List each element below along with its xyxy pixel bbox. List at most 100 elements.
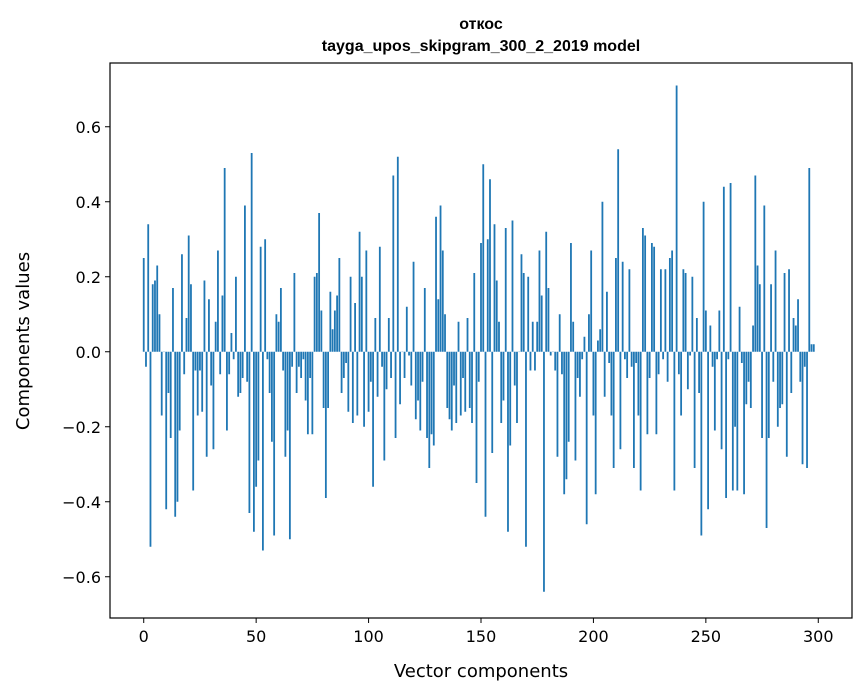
bar-component-82 [327, 351, 329, 408]
bar-component-135 [446, 351, 449, 408]
bar-component-65 [288, 351, 291, 540]
bar-component-186 [561, 351, 563, 375]
x-tick-label: 50 [246, 627, 266, 646]
bar-component-80 [322, 351, 325, 408]
bar-component-148 [475, 351, 478, 483]
bar-component-278 [767, 351, 770, 438]
bar-component-255 [716, 351, 718, 360]
bar-component-18 [183, 351, 186, 375]
bar-component-46 [246, 351, 249, 382]
bar-component-277 [765, 351, 768, 528]
bar-component-222 [641, 228, 644, 352]
bar-component-218 [633, 351, 635, 468]
bar-component-51 [257, 351, 260, 461]
bar-component-49 [253, 351, 255, 532]
bar-component-59 [275, 314, 278, 352]
bar-component-44 [241, 351, 244, 378]
bar-component-268 [745, 351, 748, 405]
bar-component-177 [540, 295, 543, 352]
bar-component-164 [511, 220, 514, 352]
bar-component-197 [585, 351, 588, 525]
bar-component-239 [680, 351, 683, 416]
bar-component-194 [579, 351, 581, 397]
bar-component-272 [754, 175, 757, 352]
bar-component-97 [360, 276, 363, 352]
bar-component-265 [738, 306, 741, 352]
bar-component-93 [351, 351, 354, 423]
bar-component-285 [783, 273, 786, 352]
bar-component-169 [522, 273, 525, 352]
bar-component-205 [603, 351, 606, 397]
bar-component-24 [196, 351, 199, 416]
bar-component-171 [527, 276, 530, 352]
bar-component-122 [417, 351, 419, 401]
bar-component-267 [743, 351, 745, 495]
bar-component-248 [700, 351, 703, 536]
bar-component-52 [259, 246, 262, 352]
bar-component-29 [208, 299, 210, 352]
bar-component-235 [671, 250, 674, 352]
bar-component-181 [549, 351, 552, 356]
bar-component-211 [617, 149, 620, 352]
bar-component-289 [792, 318, 795, 352]
bar-component-104 [376, 351, 379, 397]
bar-component-111 [392, 175, 395, 352]
bar-component-245 [693, 351, 696, 468]
plot-area-frame [109, 62, 853, 619]
bar-component-250 [704, 310, 707, 352]
bar-component-76 [313, 276, 316, 352]
bar-component-101 [369, 351, 372, 382]
y-tick-label: 0.6 [76, 118, 101, 137]
bar-component-74 [309, 351, 312, 378]
bar-component-244 [691, 276, 694, 352]
bar-component-261 [729, 183, 732, 352]
bar-component-217 [630, 351, 633, 367]
bar-component-153 [486, 239, 489, 352]
bar-component-230 [659, 269, 662, 352]
bar-component-203 [599, 329, 602, 352]
bar-component-240 [682, 269, 685, 352]
bar-component-191 [572, 321, 575, 352]
bar-component-143 [464, 351, 467, 412]
bar-component-290 [794, 325, 797, 352]
bar-component-64 [286, 351, 289, 431]
bar-component-232 [664, 269, 667, 352]
bar-component-295 [806, 351, 808, 468]
x-tick-label: 150 [466, 627, 497, 646]
bar-component-138 [453, 351, 455, 386]
bar-component-154 [489, 179, 491, 352]
bar-component-108 [385, 351, 388, 390]
y-tick-label: −0.4 [62, 493, 101, 512]
bar-component-88 [340, 351, 343, 393]
bar-component-41 [235, 276, 237, 352]
bar-component-280 [772, 351, 775, 382]
bar-component-173 [531, 321, 534, 352]
bar-component-163 [509, 351, 512, 446]
bar-component-105 [378, 246, 381, 352]
bar-component-1 [145, 351, 147, 367]
bar-component-8 [160, 351, 163, 416]
bar-component-189 [567, 351, 570, 442]
bar-component-86 [336, 295, 338, 352]
bar-component-116 [403, 351, 406, 378]
bar-component-233 [666, 351, 669, 382]
bar-component-22 [192, 351, 195, 491]
ticks-group: 0 50 100 150 200 250 300 −0.6 −0.4 −0.2 0.0 0.2 0.4 0… [62, 118, 833, 646]
bar-component-231 [662, 351, 665, 360]
bar-component-288 [790, 351, 793, 393]
x-tick-label: 300 [803, 627, 834, 646]
bar-component-247 [698, 351, 700, 393]
bar-component-207 [608, 351, 611, 363]
bar-component-114 [399, 351, 401, 405]
bar-component-156 [493, 224, 496, 352]
bar-component-279 [770, 284, 772, 352]
bar-component-0 [142, 258, 145, 352]
bar-component-168 [520, 254, 523, 352]
bar-component-293 [801, 351, 804, 465]
bar-component-193 [576, 351, 579, 378]
bar-component-83 [329, 291, 332, 352]
bar-component-23 [194, 351, 197, 371]
bar-component-147 [473, 273, 476, 352]
bar-component-71 [302, 351, 305, 360]
